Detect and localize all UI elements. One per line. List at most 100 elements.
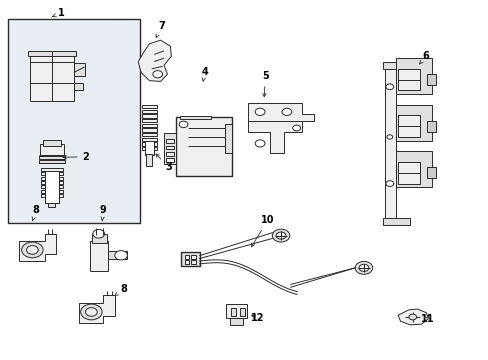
Bar [142,114,157,118]
Text: 9: 9 [100,206,106,221]
Bar [146,154,152,166]
Circle shape [272,229,289,242]
Bar [395,151,431,187]
Bar [397,116,419,137]
Bar [144,140,154,155]
Bar [142,142,157,145]
Text: 8: 8 [115,284,127,296]
Circle shape [179,121,187,128]
Bar [166,139,173,143]
Circle shape [292,125,300,131]
Circle shape [385,84,393,90]
Bar [179,116,211,119]
Bar [163,134,176,164]
Text: 8: 8 [32,206,39,221]
Polygon shape [79,296,115,323]
Polygon shape [247,103,313,153]
Bar [8,19,140,223]
Circle shape [93,229,104,238]
Text: 1: 1 [53,8,65,18]
Bar [142,124,157,127]
Bar [397,69,419,90]
Bar [41,172,62,175]
Bar [191,255,196,258]
Text: 11: 11 [420,314,433,324]
Bar [191,260,196,264]
Bar [142,119,157,122]
Bar [45,171,59,203]
Circle shape [26,246,38,254]
Polygon shape [19,234,56,261]
Bar [40,144,64,155]
Circle shape [115,251,127,260]
Text: 5: 5 [262,71,268,97]
Circle shape [276,232,285,239]
Bar [395,105,431,140]
Bar [27,51,76,56]
Bar [142,110,157,113]
Bar [176,117,232,176]
Bar [166,158,173,162]
Circle shape [255,140,264,147]
Bar [230,318,243,325]
Bar [48,203,55,207]
Bar [41,185,62,188]
Circle shape [255,108,264,116]
Bar [427,121,435,132]
Bar [41,181,62,184]
Bar [142,105,157,108]
Bar [383,219,409,225]
Bar [224,125,232,153]
Bar [74,83,82,90]
Circle shape [386,135,392,139]
Circle shape [21,242,43,258]
Circle shape [385,181,393,186]
Polygon shape [138,40,171,81]
Bar [427,74,435,85]
Bar [184,260,189,264]
Bar [226,305,246,318]
Circle shape [282,108,291,116]
Bar [39,156,64,159]
Bar [108,251,127,259]
Circle shape [408,314,416,320]
Bar [142,138,157,141]
Text: 4: 4 [201,67,207,81]
Bar [74,63,84,76]
Circle shape [153,71,162,78]
Text: 12: 12 [250,313,264,323]
Bar [184,255,189,258]
Bar [39,160,64,163]
Bar [239,309,244,316]
Circle shape [85,308,97,316]
Bar [90,241,108,271]
Bar [30,54,74,101]
Bar [41,194,62,197]
Bar [43,140,61,146]
Bar [395,58,431,94]
Text: 7: 7 [156,21,164,37]
Text: 10: 10 [251,215,274,247]
Bar [166,145,173,149]
Polygon shape [397,309,427,325]
Bar [92,234,106,243]
Bar [397,162,419,184]
Circle shape [358,264,368,271]
Circle shape [81,304,102,320]
Text: 2: 2 [63,152,89,162]
Text: 6: 6 [419,51,428,64]
Bar [41,177,62,180]
Bar [231,309,236,316]
Bar [142,133,157,136]
Bar [166,152,173,156]
Bar [181,252,199,266]
Bar [142,147,157,150]
Bar [384,65,395,223]
Bar [142,129,157,132]
Bar [383,62,409,69]
Circle shape [354,261,372,274]
Bar [41,168,62,171]
Text: 3: 3 [156,154,172,172]
Bar [41,190,62,193]
Bar [427,167,435,178]
